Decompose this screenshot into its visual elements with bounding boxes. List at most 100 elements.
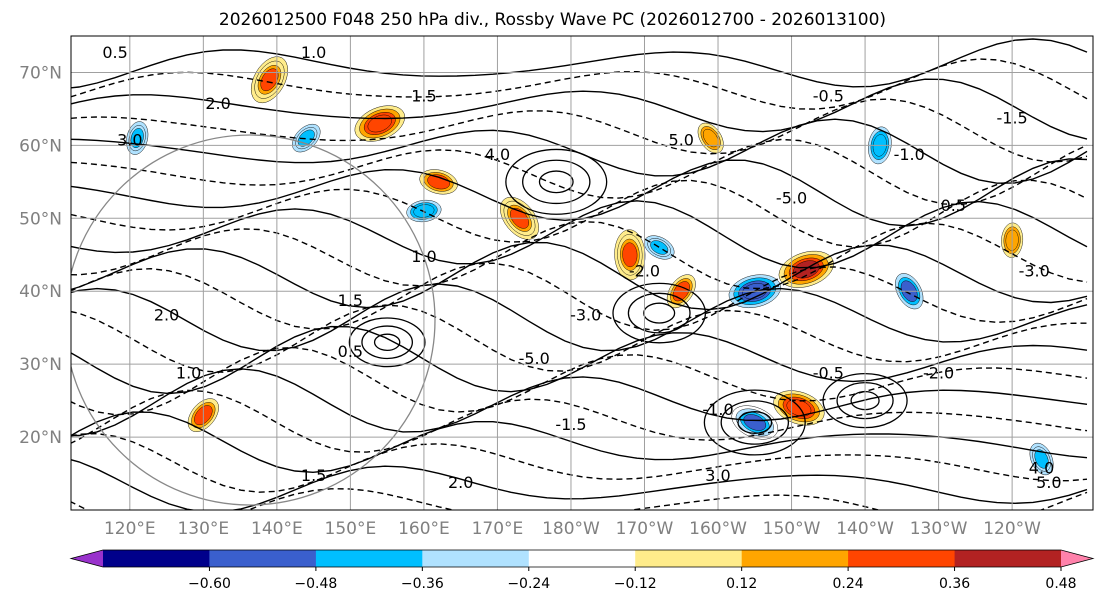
positive-contour: [71, 200, 1088, 269]
contour-label: 1.5: [301, 466, 326, 485]
closed-contour: [373, 333, 401, 352]
colorbar-tick-label: 0.12: [726, 576, 757, 592]
negative-contour: [71, 98, 1088, 163]
colorbar-segment: [422, 550, 530, 567]
contour-label: -1.0: [702, 400, 733, 419]
colorbar: −0.60 −0.48 −0.36 −0.24 −0.12 0.12 0.24 0.36 0.4…: [69, 549, 1095, 592]
longitude-tick-label: 150°E: [325, 519, 377, 539]
longitude-tick-label: 160°W: [689, 519, 747, 539]
contour-label-layer: 0.5 1.0 1.5 2.0 3.0 4.0 5.0 -0.5 -1.0 -1.5 -2.0 -3.…: [102, 43, 1061, 492]
colorbar-tick-label: −0.48: [294, 576, 337, 592]
shaded-region: [743, 414, 767, 431]
colorbar-tick-label: −0.36: [401, 576, 444, 592]
shaded-region: [130, 128, 144, 149]
negative-contour: [71, 58, 1088, 110]
contour-label: 2.0: [448, 473, 473, 492]
rossby-wave-contour-layer: [71, 38, 1088, 510]
latitude-tick-label: 20°N: [19, 428, 62, 448]
longitude-tick-label: 170°E: [472, 519, 524, 539]
contour-label: -2.0: [923, 364, 954, 383]
colorbar-segment: [315, 550, 423, 567]
negative-contour: [71, 346, 1088, 416]
colorbar-tick-label: −0.12: [614, 576, 657, 592]
contour-label: -2.0: [629, 262, 660, 281]
contour-label: -0.5: [813, 364, 844, 383]
latitude-tick-label: 50°N: [19, 209, 62, 229]
longitude-tick-label: 120°W: [983, 519, 1041, 539]
plot-frame: [70, 35, 1094, 511]
negative-contour: [71, 304, 1088, 373]
closed-contour: [627, 292, 691, 334]
colorbar-tick-label: −0.60: [188, 576, 231, 592]
closed-contour: [348, 317, 426, 368]
contour-label: -3.0: [1019, 262, 1050, 281]
positive-contour: [71, 411, 1088, 474]
contour-label: 2.0: [205, 94, 230, 113]
negative-contour: [71, 138, 1088, 206]
longitude-tick-label: 170°W: [616, 519, 674, 539]
positive-contour: [71, 283, 1088, 352]
chart-title: 2026012500 F048 250 hPa div., Rossby Wav…: [218, 10, 887, 30]
contour-label: 1.5: [338, 291, 363, 310]
contour-label: 3.0: [117, 130, 142, 149]
contour-label: 1.5: [411, 87, 436, 106]
contour-label: 0.5: [102, 43, 127, 62]
contour-label: 5.0: [669, 130, 694, 149]
positive-contour: [71, 158, 1088, 227]
contour-label: 0.5: [941, 196, 966, 215]
contour-label: 1.0: [301, 43, 326, 62]
colorbar-tick-label: 0.48: [1045, 576, 1076, 592]
negative-contour: [71, 179, 1088, 248]
gridlines: [71, 36, 1093, 510]
colorbar-tick-label: 0.24: [833, 576, 864, 592]
longitude-tick-label: 140°W: [836, 519, 894, 539]
colorbar-segment: [635, 550, 743, 567]
longitude-tick-labels: 120°E 130°E 140°E 150°E 160°E 170°E 180°W 170°W…: [104, 519, 1041, 539]
colorbar-outline: [69, 549, 1095, 568]
shaded-region: [260, 68, 279, 92]
positive-contour: [71, 241, 1088, 311]
projection-ring: [71, 134, 436, 506]
contour-label: 1.0: [176, 364, 201, 383]
shaded-region: [702, 128, 719, 148]
colorbar-extend-min: [71, 550, 103, 567]
closed-contour: [505, 148, 608, 215]
latitude-tick-label: 60°N: [19, 136, 62, 156]
colorbar-extend-max: [1061, 550, 1093, 567]
contour-label: -1.5: [997, 109, 1028, 128]
negative-contour: [71, 389, 1088, 453]
colorbar-tick-label: −0.24: [507, 576, 550, 592]
closed-contour: [522, 159, 591, 205]
colorbar-segment: [103, 550, 210, 567]
colorbar-segment: [528, 550, 636, 567]
negative-contour: [71, 432, 1088, 493]
longitude-tick-label: 180°W: [542, 519, 600, 539]
contour-label: -0.5: [813, 87, 844, 106]
positive-contour: [71, 368, 1088, 437]
contour-label: -3.0: [570, 305, 601, 324]
colorbar-tick-label: 0.36: [939, 576, 970, 592]
contour-label: 1.0: [411, 247, 436, 266]
longitude-tick-label: 150°W: [763, 519, 821, 539]
contour-label: 4.0: [1029, 459, 1054, 478]
positive-contour: [71, 78, 1088, 140]
closed-contour: [703, 389, 806, 456]
contour-label: 0.5: [338, 342, 363, 361]
contour-label: -5.0: [776, 189, 807, 208]
longitude-tick-label: 160°E: [398, 519, 450, 539]
contour-label: 4.0: [485, 145, 510, 164]
closed-contour: [643, 302, 676, 324]
colorbar-segment: [954, 550, 1062, 567]
shaded-region: [622, 242, 638, 268]
positive-contour: [71, 325, 1088, 395]
negative-contour: [71, 220, 1088, 290]
longitude-tick-label: 130°W: [910, 519, 968, 539]
closed-contour: [361, 325, 414, 360]
longitude-tick-label: 120°E: [104, 519, 156, 539]
colorbar-segment: [741, 550, 849, 567]
contour-label: -5.0: [519, 349, 550, 368]
longitude-tick-label: 130°E: [177, 519, 229, 539]
plot-background: [71, 36, 1093, 510]
colorbar-segment: [848, 550, 956, 567]
